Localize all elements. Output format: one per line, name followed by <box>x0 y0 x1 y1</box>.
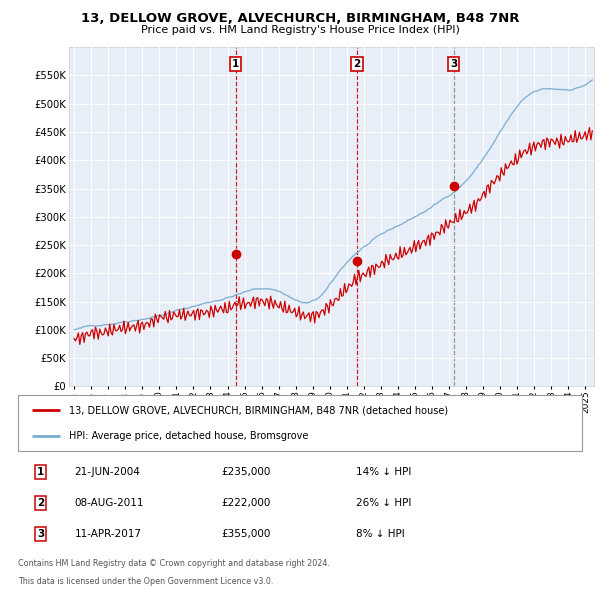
Text: £222,000: £222,000 <box>221 498 271 508</box>
Text: 26% ↓ HPI: 26% ↓ HPI <box>356 498 412 508</box>
Text: This data is licensed under the Open Government Licence v3.0.: This data is licensed under the Open Gov… <box>18 577 274 586</box>
FancyBboxPatch shape <box>18 395 582 451</box>
Text: £235,000: £235,000 <box>221 467 271 477</box>
Text: 13, DELLOW GROVE, ALVECHURCH, BIRMINGHAM, B48 7NR: 13, DELLOW GROVE, ALVECHURCH, BIRMINGHAM… <box>81 12 519 25</box>
Text: HPI: Average price, detached house, Bromsgrove: HPI: Average price, detached house, Brom… <box>69 431 308 441</box>
Text: 14% ↓ HPI: 14% ↓ HPI <box>356 467 412 477</box>
Text: 3: 3 <box>37 529 44 539</box>
Text: Contains HM Land Registry data © Crown copyright and database right 2024.: Contains HM Land Registry data © Crown c… <box>18 559 330 569</box>
Text: 1: 1 <box>37 467 44 477</box>
Text: 8% ↓ HPI: 8% ↓ HPI <box>356 529 405 539</box>
Text: 13, DELLOW GROVE, ALVECHURCH, BIRMINGHAM, B48 7NR (detached house): 13, DELLOW GROVE, ALVECHURCH, BIRMINGHAM… <box>69 405 448 415</box>
Text: 08-AUG-2011: 08-AUG-2011 <box>74 498 144 508</box>
Text: Price paid vs. HM Land Registry's House Price Index (HPI): Price paid vs. HM Land Registry's House … <box>140 25 460 35</box>
Text: 1: 1 <box>232 59 239 69</box>
Text: 2: 2 <box>37 498 44 508</box>
Text: 11-APR-2017: 11-APR-2017 <box>74 529 142 539</box>
Text: 3: 3 <box>450 59 457 69</box>
Text: £355,000: £355,000 <box>221 529 271 539</box>
Text: 21-JUN-2004: 21-JUN-2004 <box>74 467 140 477</box>
Text: 2: 2 <box>353 59 361 69</box>
